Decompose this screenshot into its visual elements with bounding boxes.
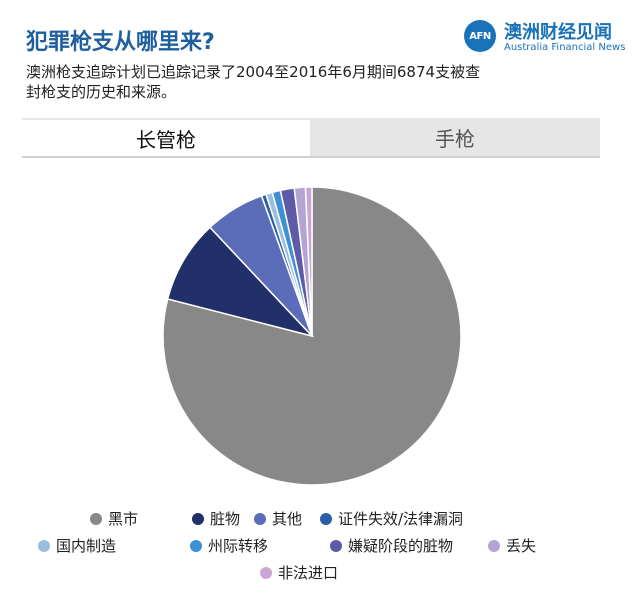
legend-label: 黑市 [108, 510, 139, 528]
page-subtitle: 澳洲枪支追踪计划已追踪记录了2004至2016年6月期间6874支被查封枪支的历… [26, 63, 481, 101]
legend-swatch [330, 539, 342, 552]
legend-item: 脏物 [192, 508, 240, 529]
legend-item: 州际转移 [190, 535, 268, 556]
legend-label: 州际转移 [208, 537, 269, 555]
legend-label: 丢失 [506, 537, 537, 555]
legend-item: 嫌疑阶段的脏物 [330, 535, 453, 556]
tab-handguns[interactable]: 手枪 [435, 126, 475, 151]
tab-bar: 长管枪 手枪 [22, 118, 600, 158]
legend-swatch [38, 539, 50, 552]
legend-label: 嫌疑阶段的脏物 [348, 537, 454, 555]
legend-swatch [320, 512, 332, 525]
legend-label: 国内制造 [56, 537, 117, 555]
afn-logo-icon: AFN [464, 20, 496, 52]
legend-label: 证件失效/法律漏洞 [338, 510, 464, 528]
pie-slice-1 [166, 226, 315, 338]
legend-item: 黑市 [90, 508, 138, 529]
legend-swatch [488, 539, 500, 552]
brand: AFN 澳洲财经见闻 Australia Financial News [464, 18, 634, 54]
legend-swatch [192, 512, 204, 525]
legend-item: 丢失 [488, 535, 536, 556]
legend-label: 非法进口 [278, 564, 339, 582]
legend-label: 脏物 [210, 510, 241, 528]
brand-name-cn: 澳洲财经见闻 [504, 22, 612, 43]
legend-item: 证件失效/法律漏洞 [320, 508, 463, 529]
legend-swatch [190, 539, 202, 552]
legend-swatch [90, 512, 102, 525]
legend-swatch [254, 512, 266, 525]
pie-slice-8 [304, 186, 313, 337]
legend-item: 其他 [254, 508, 302, 529]
page-title: 犯罪枪支从哪里来? [26, 30, 215, 55]
legend-swatch [260, 566, 272, 579]
legend-label: 其他 [272, 510, 303, 528]
pie-chart [162, 186, 462, 486]
legend-item: 国内制造 [38, 535, 116, 556]
legend-item: 非法进口 [260, 562, 338, 583]
brand-name-en: Australia Financial News [504, 42, 626, 53]
tab-long-guns[interactable]: 长管枪 [22, 118, 310, 156]
